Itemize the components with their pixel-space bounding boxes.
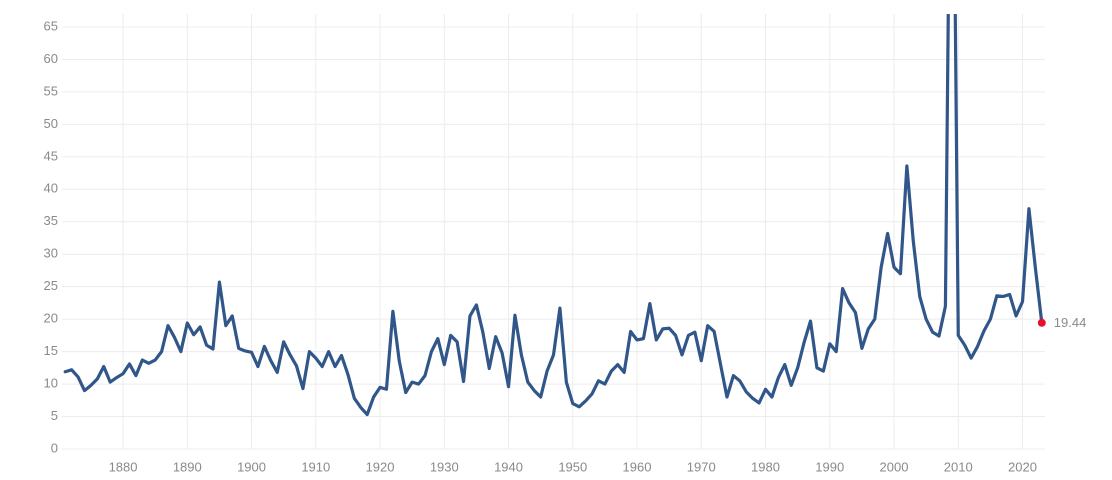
x-tick-label: 1950 — [558, 459, 587, 474]
y-tick-label: 30 — [44, 246, 58, 261]
x-tick-label: 2020 — [1008, 459, 1037, 474]
y-tick-label: 45 — [44, 148, 58, 163]
x-tick-label: 1990 — [815, 459, 844, 474]
x-tick-label: 2000 — [880, 459, 909, 474]
y-tick-label: 0 — [51, 440, 58, 455]
x-tick-label: 1910 — [301, 459, 330, 474]
x-tick-label: 1880 — [109, 459, 138, 474]
y-tick-label: 15 — [44, 343, 58, 358]
y-tick-label: 10 — [44, 376, 58, 391]
x-tick-label: 1970 — [687, 459, 716, 474]
y-tick-label: 25 — [44, 278, 58, 293]
x-tick-label: 1930 — [430, 459, 459, 474]
y-tick-label: 40 — [44, 181, 58, 196]
y-tick-label: 35 — [44, 213, 58, 228]
x-tick-label: 1900 — [237, 459, 266, 474]
y-tick-label: 50 — [44, 116, 58, 131]
y-tick-label: 60 — [44, 51, 58, 66]
last-value-label: 19.44 — [1054, 315, 1087, 330]
y-tick-label: 55 — [44, 83, 58, 98]
y-tick-label: 65 — [44, 18, 58, 33]
x-tick-label: 1890 — [173, 459, 202, 474]
pe-line — [63, 14, 1044, 417]
x-tick-label: 1960 — [623, 459, 652, 474]
last-point — [1037, 318, 1046, 327]
x-tick-label: 1920 — [366, 459, 395, 474]
y-tick-label: 20 — [44, 311, 58, 326]
x-tick-label: 1980 — [751, 459, 780, 474]
x-tick-label: 1940 — [494, 459, 523, 474]
plot-area — [63, 14, 1044, 417]
x-tick-label: 2010 — [944, 459, 973, 474]
y-tick-label: 5 — [51, 408, 58, 423]
